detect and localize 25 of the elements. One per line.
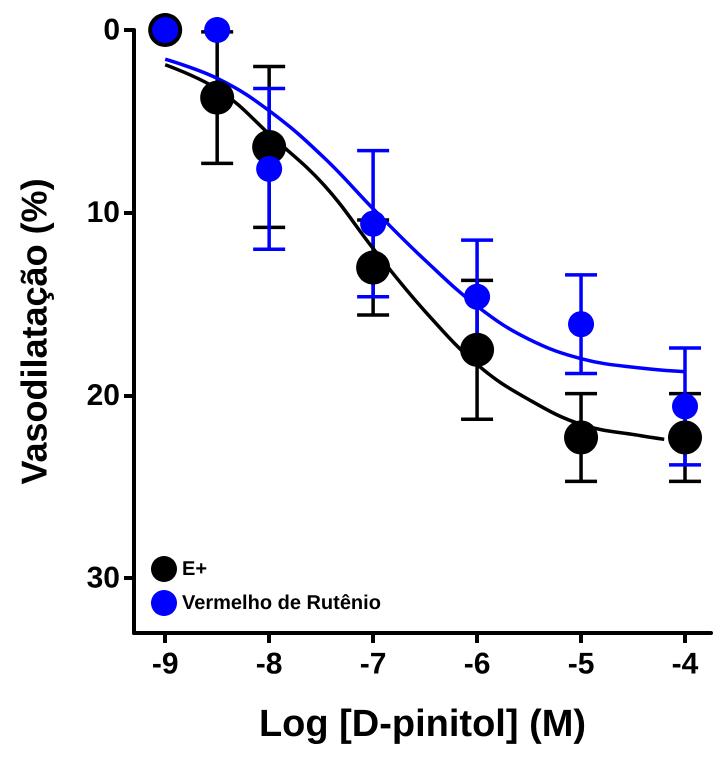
- point: [668, 420, 702, 454]
- point: [464, 284, 490, 310]
- legend-label: E+: [182, 558, 208, 580]
- y-tick-label: 30: [86, 562, 120, 595]
- y-axis-title: Vasodilatação (%): [14, 178, 54, 485]
- x-tick-label: -6: [464, 648, 490, 680]
- y-tick-label: 10: [86, 196, 120, 230]
- point: [460, 332, 494, 367]
- x-tick-label: -9: [152, 648, 179, 680]
- point: [200, 80, 234, 115]
- point: [360, 210, 386, 237]
- x-axis-title: Log [D-pinitol] (M): [258, 703, 586, 745]
- point: [204, 17, 230, 43]
- legend-label: Vermelho de Rutênio: [182, 592, 381, 614]
- point: [568, 311, 594, 338]
- y-tick-label: 20: [86, 378, 120, 412]
- x-tick-label: -8: [256, 648, 282, 680]
- x-tick-label: -7: [360, 648, 386, 680]
- point: [356, 250, 390, 285]
- point: [672, 393, 698, 420]
- x-tick-label: -5: [568, 648, 594, 680]
- point: [564, 420, 598, 454]
- x-tick-label: -4: [672, 648, 699, 680]
- y-tick-label: 0: [103, 14, 120, 46]
- point: [256, 156, 282, 182]
